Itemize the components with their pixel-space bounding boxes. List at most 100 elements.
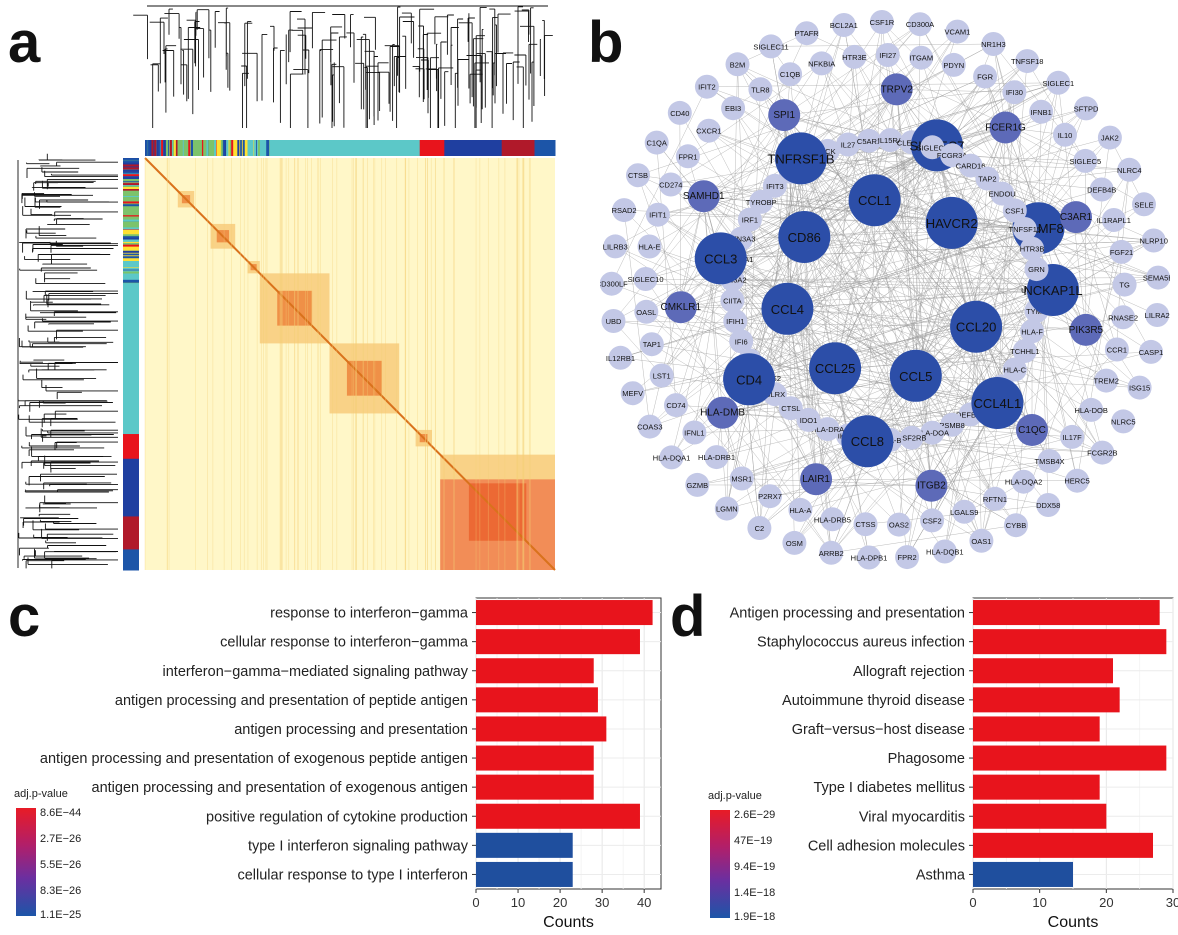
- bar: [476, 600, 653, 626]
- node-rsad2: RSAD2: [612, 198, 637, 223]
- node-label: RSAD2: [612, 206, 637, 215]
- node-circle: [729, 466, 754, 491]
- node-circle: [762, 173, 787, 198]
- node-circle: [857, 128, 881, 153]
- module-color-tick: [123, 239, 139, 242]
- bar: [476, 861, 573, 887]
- node-circle: [842, 44, 867, 69]
- node-label: COAS3: [637, 423, 662, 432]
- node-circle: [620, 381, 645, 406]
- module-color-tick: [123, 164, 139, 167]
- node-label: NLRC4: [1117, 166, 1142, 175]
- category-label: Antigen processing and presentation: [730, 606, 965, 622]
- category-label: Graft−versus−host disease: [792, 722, 965, 738]
- module-color-segment: [255, 140, 421, 156]
- node-circle: [940, 412, 965, 437]
- node-sema5b: SEMA5B: [1143, 265, 1170, 290]
- node-circle: [794, 21, 819, 46]
- node-label: PIK3R5: [1069, 325, 1104, 336]
- node-label: PDYN: [943, 61, 964, 70]
- node-label: DEFB4B: [1087, 186, 1116, 195]
- node-label: CSF1: [1005, 207, 1024, 216]
- module-color-tick: [199, 140, 202, 156]
- node-samhd1: SAMHD1: [683, 180, 725, 213]
- node-circle: [1012, 217, 1037, 241]
- legend-c-tick: 8.3E−26: [40, 885, 82, 897]
- node-label: OASL: [636, 308, 656, 317]
- node-circle: [1132, 192, 1156, 217]
- module-color-tick: [123, 176, 139, 179]
- module-color-tick: [123, 236, 139, 239]
- module-color-tick: [239, 140, 242, 156]
- node-label: NR1H3: [981, 40, 1006, 49]
- node-circle: [908, 12, 932, 37]
- node-pdyn: PDYN: [941, 52, 966, 77]
- module-color-segment: [123, 269, 139, 435]
- node-ddx58: DDX58: [1036, 493, 1060, 517]
- category-label: antigen processing and presentation of p…: [115, 693, 468, 709]
- node-label: TMSB4X: [1034, 457, 1064, 466]
- node-label: HCK: [820, 147, 836, 156]
- node-circle: [983, 486, 1007, 511]
- module-color-tick: [123, 187, 139, 190]
- node-label: LILRB3: [603, 242, 628, 251]
- node-label: FCGR2B: [1087, 449, 1117, 458]
- node-ifit2: IFIT2: [694, 74, 719, 99]
- node-label: CSF1R: [870, 18, 895, 27]
- node-coas3: COAS3: [637, 414, 663, 439]
- category-label: Asthma: [916, 867, 966, 883]
- node-circle: [932, 539, 957, 564]
- category-label: Staphylococcus aureus infection: [757, 635, 965, 651]
- module-color-tick: [123, 167, 139, 170]
- module-color-tick: [180, 140, 183, 156]
- x-tick-label: 30: [595, 895, 609, 910]
- node-ccl3: CCL3: [694, 232, 747, 285]
- node-label: TYROBP: [746, 198, 777, 207]
- node-label: TRPV2: [881, 84, 914, 95]
- node-circle: [612, 198, 637, 223]
- x-tick-label: 10: [1032, 895, 1046, 910]
- node-label: NFKBIA: [808, 59, 835, 68]
- node-ifih1: IFIH1: [723, 309, 748, 334]
- node-il12rb1: IL12RB1: [606, 345, 635, 370]
- node-circle: [725, 52, 750, 77]
- node-circle: [1146, 265, 1170, 290]
- node-ptafr: PTAFR: [794, 21, 820, 46]
- x-tick-label: 20: [1099, 895, 1113, 910]
- node-circle: [768, 99, 801, 132]
- module-color-tick: [254, 140, 257, 156]
- node-circle: [1020, 236, 1045, 261]
- category-label: Viral myocarditis: [859, 809, 965, 825]
- node-circle: [704, 445, 729, 470]
- node-circle: [639, 332, 664, 357]
- node-siglec10: SIGLEC10: [628, 267, 664, 291]
- node-hla-doa: HLA-DOA: [916, 420, 949, 445]
- node-circle: [820, 507, 845, 532]
- node-circle: [696, 118, 721, 143]
- node-label: CXCR1: [696, 127, 721, 136]
- module-color-tick: [214, 140, 217, 156]
- category-label: Cell adhesion molecules: [808, 838, 965, 854]
- node-nlrc4: NLRC4: [1117, 157, 1142, 182]
- module-color-tick: [123, 160, 139, 163]
- bar: [476, 658, 594, 684]
- bar: [476, 687, 598, 713]
- legend-c-tick: 2.7E−26: [40, 833, 82, 845]
- node-label: HLA-F: [1021, 327, 1043, 336]
- node-b2m: B2M: [725, 52, 750, 77]
- node-label: SIGLEC5: [1069, 157, 1101, 166]
- node-circle: [603, 234, 628, 259]
- node-ccl20: CCL20: [950, 300, 1003, 353]
- node-tchhl1: TCHHL1: [1010, 339, 1039, 363]
- node-hla-dob: HLA-DOB: [1075, 397, 1108, 422]
- node-label: CTSL: [781, 404, 800, 413]
- legend-d-title: adj.p-value: [708, 790, 762, 802]
- legend-c-tick: 8.6E−44: [40, 807, 82, 819]
- node-label: PTAFR: [795, 29, 820, 38]
- node-c5ar1: C5AR1: [857, 128, 881, 153]
- node-label: CCL4: [771, 302, 804, 317]
- node-irf1: IRF1: [737, 207, 762, 232]
- module-color-tick: [123, 279, 139, 282]
- node-circle: [940, 143, 965, 168]
- node-circle: [1111, 409, 1136, 434]
